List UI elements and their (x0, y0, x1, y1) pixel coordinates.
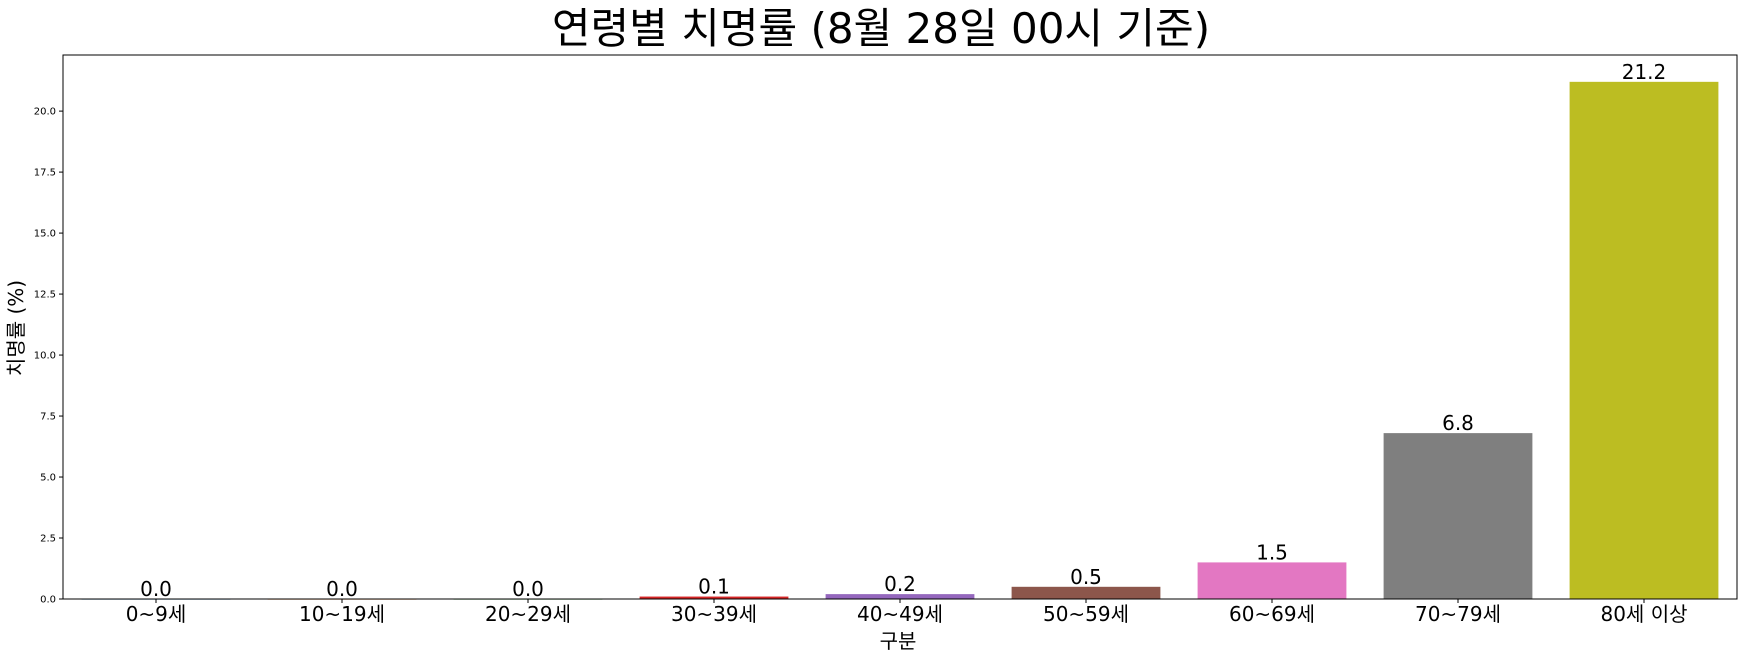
bar (825, 594, 975, 599)
y-tick-label: 10.0 (34, 351, 56, 362)
y-tick-label: 17.5 (34, 168, 56, 179)
plot-area: 0.02.55.07.510.012.515.017.520.00.00~9세0… (34, 54, 1738, 626)
data-label: 0.0 (512, 577, 544, 601)
bar (1569, 81, 1719, 599)
x-tick-label: 0~9세 (126, 602, 187, 626)
data-label: 0.1 (698, 575, 730, 599)
bar (1197, 562, 1347, 599)
y-tick-label: 2.5 (40, 534, 56, 545)
x-axis-label: 구분 (880, 629, 917, 653)
x-tick-label: 60~69세 (1229, 602, 1315, 626)
data-label: 21.2 (1622, 60, 1667, 84)
x-tick-label: 10~19세 (299, 602, 385, 626)
data-label: 0.2 (884, 572, 916, 596)
y-tick-label: 7.5 (40, 412, 56, 423)
chart-title: 연령별 치명률 (8월 28일 00시 기준) (552, 4, 1210, 53)
x-tick-label: 70~79세 (1415, 602, 1501, 626)
x-tick-label: 50~59세 (1043, 602, 1129, 626)
y-axis-label: 치명률 (%) (4, 280, 28, 376)
data-label: 0.0 (140, 577, 172, 601)
bar (1011, 586, 1161, 599)
x-tick-label: 30~39세 (671, 602, 757, 626)
data-label: 0.5 (1070, 565, 1102, 589)
bar (1383, 433, 1533, 599)
y-tick-label: 20.0 (34, 107, 56, 118)
data-label: 0.0 (326, 577, 358, 601)
y-tick-label: 15.0 (34, 229, 56, 240)
y-tick-label: 5.0 (40, 473, 56, 484)
x-tick-label: 20~29세 (485, 602, 571, 626)
data-label: 1.5 (1256, 540, 1288, 564)
y-tick-label: 12.5 (34, 290, 56, 301)
x-tick-label: 80세 이상 (1600, 602, 1687, 626)
plot-frame (62, 54, 1738, 600)
data-label: 6.8 (1442, 411, 1474, 435)
bar (639, 596, 789, 599)
y-tick-label: 0.0 (40, 595, 56, 606)
x-tick-label: 40~49세 (857, 602, 943, 626)
